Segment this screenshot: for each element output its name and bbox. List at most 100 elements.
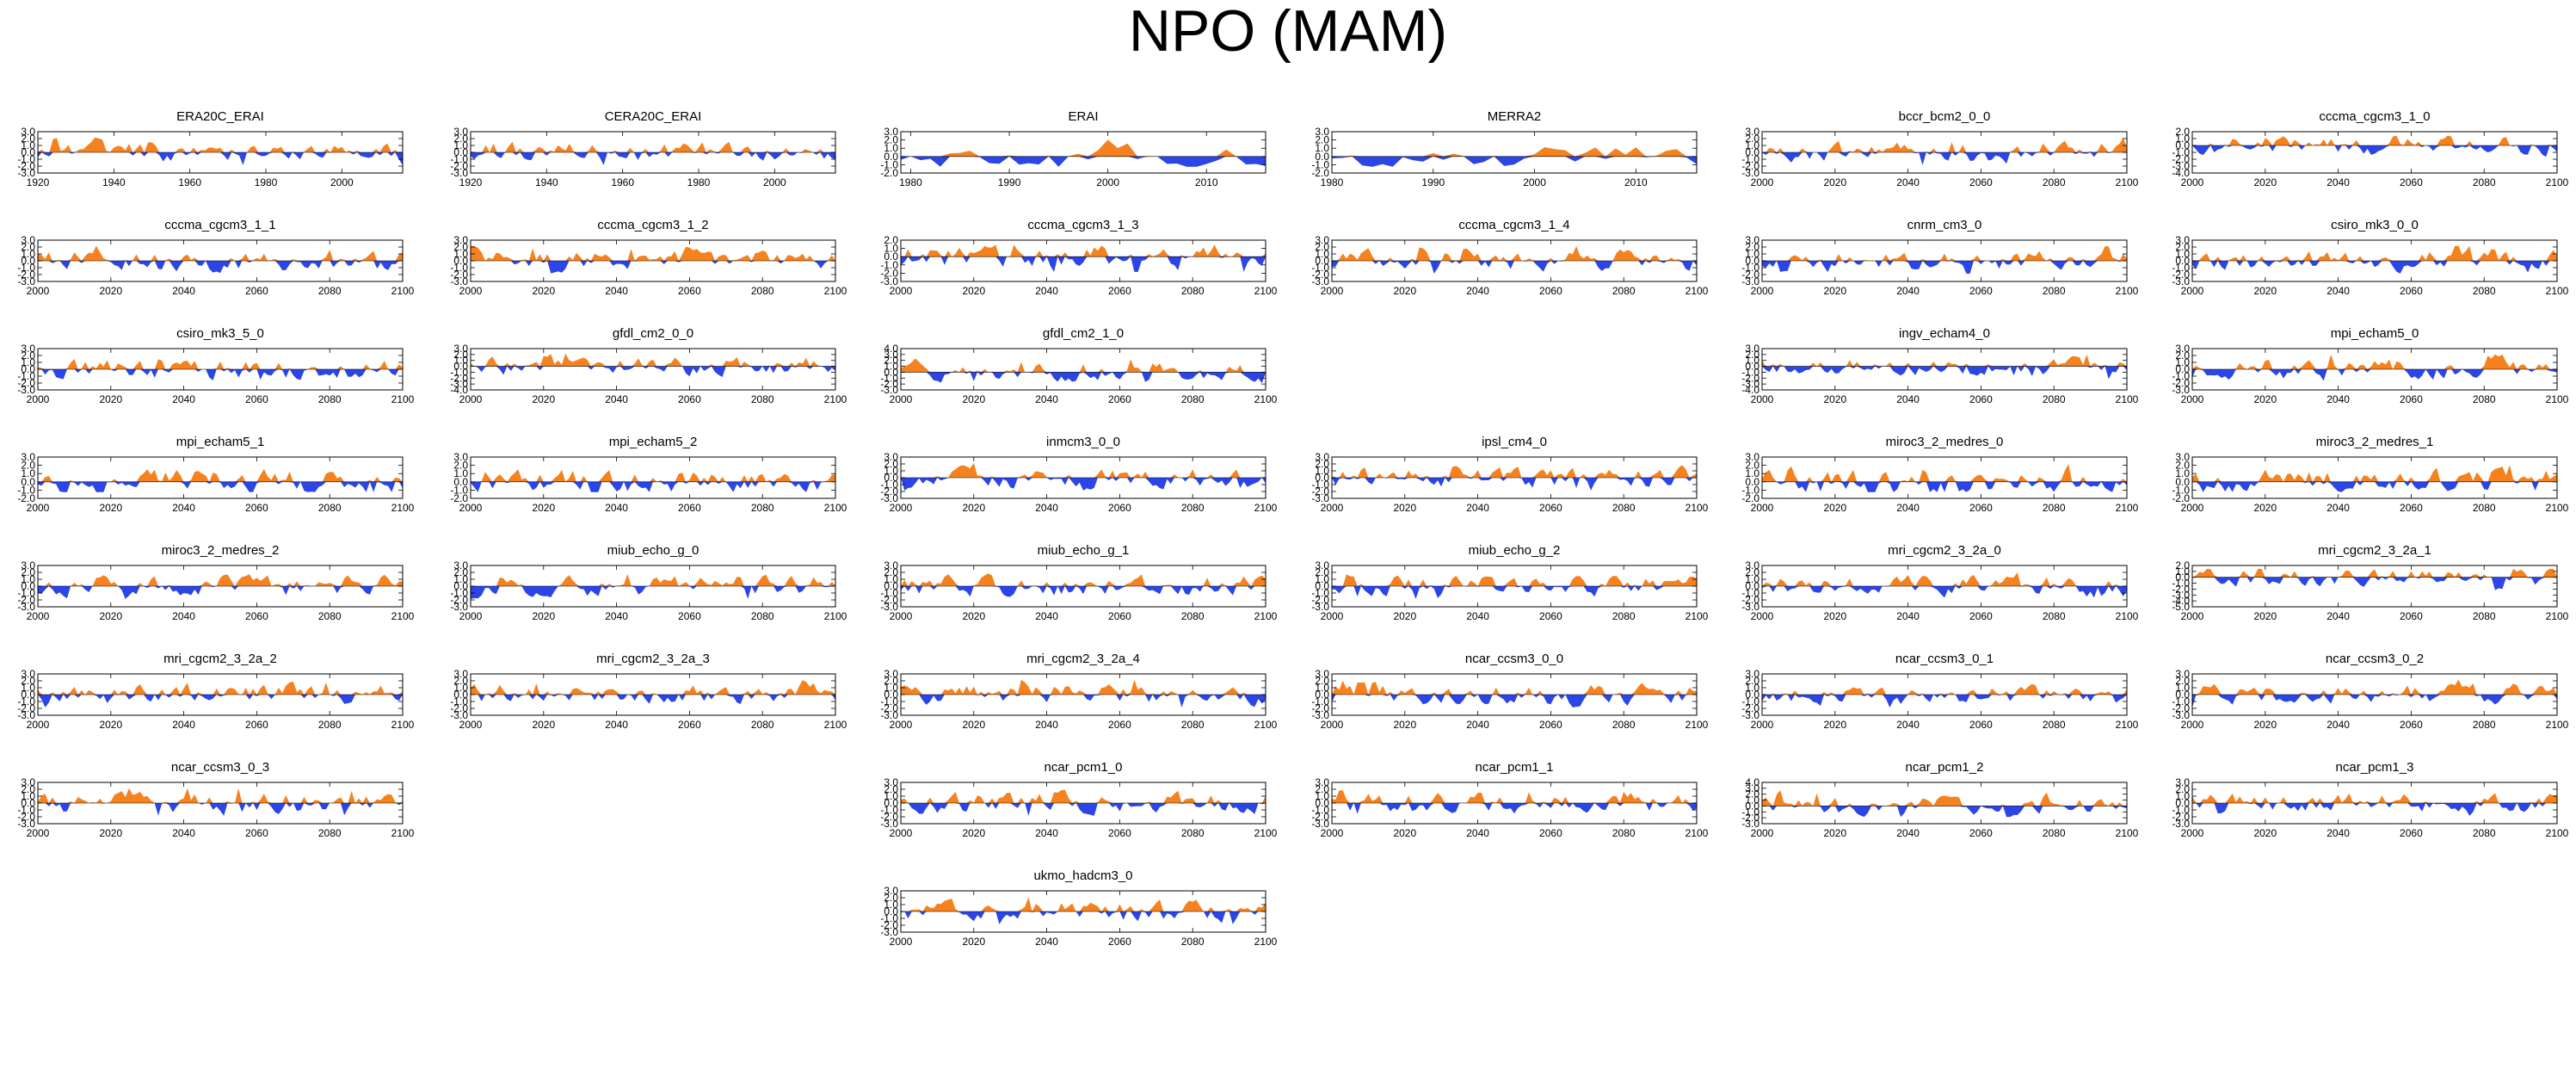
y-tick-label: 1.0 bbox=[2175, 356, 2190, 368]
y-tick-label: 3.0 bbox=[21, 234, 35, 246]
y-tick-label: 3.0 bbox=[21, 559, 35, 572]
y-tick-label: 3.0 bbox=[2175, 776, 2190, 788]
x-tick-label: 2080 bbox=[2043, 827, 2066, 839]
x-tick-label: 2040 bbox=[1896, 610, 1920, 622]
negative-area bbox=[901, 695, 1266, 708]
panel-title: csiro_mk3_5_0 bbox=[176, 326, 264, 341]
negative-area bbox=[471, 481, 835, 492]
x-tick-label: 2020 bbox=[1823, 502, 1846, 514]
y-tick-label: 3.0 bbox=[453, 343, 468, 355]
y-tick-label: -4.0 bbox=[450, 384, 468, 396]
x-tick-label: 2100 bbox=[391, 719, 415, 731]
x-tick-label: 2020 bbox=[99, 285, 122, 297]
x-tick-label: 2000 bbox=[2181, 393, 2204, 405]
y-tick-label: 1.0 bbox=[1745, 355, 1759, 367]
y-tick-label: 0.0 bbox=[1315, 580, 1329, 592]
x-tick-label: 2040 bbox=[1035, 502, 1058, 514]
negative-area bbox=[1762, 695, 2127, 708]
y-tick-label: -1.0 bbox=[880, 695, 898, 708]
x-tick-label: 2020 bbox=[2253, 285, 2277, 297]
y-tick-label: -3.0 bbox=[1741, 709, 1759, 721]
y-tick-label: 2.0 bbox=[884, 134, 898, 146]
negative-area bbox=[1762, 806, 2127, 818]
x-tick-label: 2040 bbox=[1035, 285, 1058, 297]
panel-title: cnrm_cm3_0 bbox=[1907, 218, 1982, 232]
y-tick-label: 0.0 bbox=[1745, 476, 1759, 488]
panel-title: ncar_ccsm3_0_1 bbox=[1895, 652, 1994, 666]
x-tick-label: 2080 bbox=[2473, 176, 2496, 188]
x-tick-label: 2100 bbox=[1254, 285, 1278, 297]
y-tick-label: -2.0 bbox=[17, 160, 35, 172]
y-tick-label: 2.0 bbox=[2175, 675, 2190, 687]
panel-title: cccma_cgcm3_1_3 bbox=[1027, 218, 1138, 232]
y-tick-label: -3.0 bbox=[880, 492, 898, 504]
y-tick-label: -2.0 bbox=[880, 167, 898, 179]
x-tick-label: 2100 bbox=[1254, 936, 1278, 948]
chart-panel: mpi_echam5_0 3.02.01.00.0-1.0-2.0-3.02000… bbox=[2172, 326, 2568, 405]
panel-title: mri_cgcm2_3_2a_3 bbox=[596, 652, 710, 666]
x-tick-label: 2020 bbox=[532, 502, 555, 514]
y-tick-label: 0.0 bbox=[2175, 476, 2190, 488]
y-tick-label: 0.0 bbox=[1745, 580, 1759, 592]
chart-panel: miroc3_2_medres_2 3.02.01.00.0-1.0-2.0-3.… bbox=[17, 543, 414, 622]
x-tick-label: 2020 bbox=[2253, 827, 2277, 839]
x-tick-label: 2040 bbox=[1035, 936, 1058, 948]
y-tick-label: -1.0 bbox=[450, 366, 468, 378]
x-tick-label: 2080 bbox=[751, 502, 774, 514]
y-tick-label: 2.0 bbox=[21, 133, 35, 145]
y-tick-label: -3.0 bbox=[880, 818, 898, 830]
positive-area bbox=[1332, 680, 1697, 695]
chart-panel: csiro_mk3_0_0 3.02.01.00.0-1.0-2.0-3.0200… bbox=[2172, 218, 2568, 297]
y-tick-label: 0.0 bbox=[21, 476, 35, 488]
chart-panel: miroc3_2_medres_1 3.02.01.00.0-1.0-2.0200… bbox=[2172, 435, 2568, 514]
y-tick-label: -3.0 bbox=[450, 709, 468, 721]
x-tick-label: 2000 bbox=[2181, 285, 2204, 297]
positive-area bbox=[1332, 574, 1697, 586]
y-tick-label: 2.0 bbox=[1745, 675, 1759, 687]
panel-title: ncar_pcm1_1 bbox=[1476, 760, 1554, 775]
y-tick-label: 0.0 bbox=[2175, 255, 2190, 267]
x-tick-label: 1960 bbox=[611, 176, 634, 188]
x-tick-label: 2100 bbox=[1685, 285, 1709, 297]
y-tick-label: -2.0 bbox=[1311, 269, 1329, 281]
y-tick-label: -3.0 bbox=[450, 378, 468, 390]
x-tick-label: 2080 bbox=[318, 610, 342, 622]
positive-area bbox=[2192, 135, 2557, 145]
panel-title: mri_cgcm2_3_2a_2 bbox=[163, 652, 277, 666]
y-tick-label: 3.0 bbox=[21, 343, 35, 355]
y-tick-label: 3.0 bbox=[884, 349, 898, 361]
y-tick-label: -1.0 bbox=[1311, 587, 1329, 599]
x-tick-label: 2000 bbox=[1321, 719, 1344, 731]
x-tick-label: 2020 bbox=[99, 827, 122, 839]
chart-panel: mri_cgcm2_3_2a_3 3.02.01.00.0-1.0-2.0-3.0… bbox=[450, 652, 847, 731]
x-tick-label: 2080 bbox=[751, 610, 774, 622]
x-tick-label: 2000 bbox=[1751, 502, 1774, 514]
x-tick-label: 2100 bbox=[1254, 502, 1278, 514]
y-tick-label: 2.0 bbox=[884, 234, 898, 246]
y-tick-label: 0.0 bbox=[21, 797, 35, 809]
x-tick-label: 2100 bbox=[1254, 719, 1278, 731]
x-tick-label: 2060 bbox=[2400, 393, 2423, 405]
x-tick-label: 2000 bbox=[27, 502, 50, 514]
y-tick-label: 2.0 bbox=[2175, 126, 2190, 138]
chart-panel: mri_cgcm2_3_2a_1 2.01.00.0-1.0-2.0-3.0-4.… bbox=[2172, 543, 2568, 622]
x-tick-label: 2100 bbox=[391, 827, 415, 839]
y-tick-label: 3.0 bbox=[21, 776, 35, 788]
y-tick-label: 0.0 bbox=[884, 472, 898, 484]
negative-area bbox=[2192, 803, 2557, 816]
x-tick-label: 2000 bbox=[1321, 285, 1344, 297]
y-tick-label: 0.0 bbox=[884, 366, 898, 378]
y-tick-label: 0.0 bbox=[1745, 255, 1759, 267]
negative-area bbox=[1332, 695, 1697, 708]
y-tick-label: 1.0 bbox=[1315, 248, 1329, 260]
y-tick-label: 3.0 bbox=[1315, 559, 1329, 572]
x-tick-label: 2000 bbox=[1751, 610, 1774, 622]
negative-area bbox=[1332, 156, 1697, 167]
y-tick-label: -2.0 bbox=[880, 811, 898, 823]
x-tick-label: 2060 bbox=[1969, 610, 1993, 622]
x-tick-label: 2040 bbox=[2326, 393, 2350, 405]
x-tick-label: 2040 bbox=[2326, 176, 2350, 188]
